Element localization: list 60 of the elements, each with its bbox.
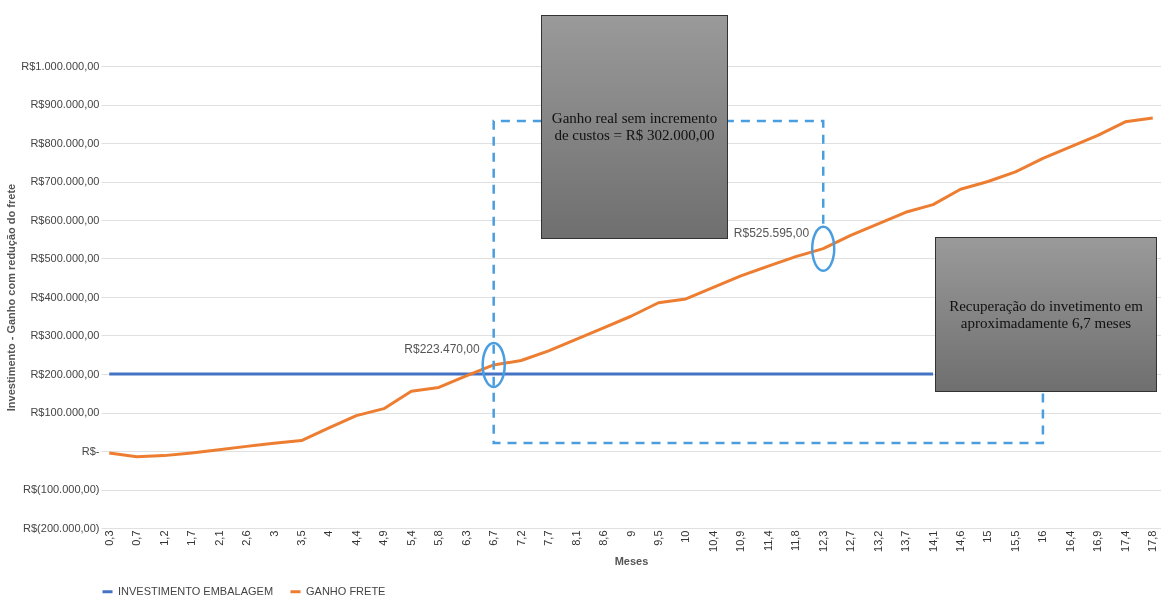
y-tick-label: R$900.000,00 [30, 98, 100, 110]
x-tick-label: 3,5 [294, 530, 307, 546]
x-axis-title: Meses [614, 554, 649, 567]
x-tick-label: 11,4 [761, 530, 774, 552]
y-tick-label: R$500.000,00 [30, 252, 100, 264]
data-label: R$525.595,00 [733, 225, 810, 240]
x-tick-label: 6,7 [487, 530, 500, 546]
y-tick-label: R$800.000,00 [30, 136, 100, 149]
legend-label: INVESTIMENTO EMBALAGEM [118, 584, 274, 597]
x-tick-label: 1,2 [157, 530, 170, 546]
y-tick-label: R$300.000,00 [30, 329, 100, 341]
x-tick-label: 17,4 [1118, 530, 1131, 552]
x-tick-label: 16,4 [1063, 530, 1076, 552]
x-tick-label: 8,1 [569, 530, 582, 546]
x-tick-label: 13,2 [871, 530, 884, 552]
data-label: R$223.470,00 [404, 341, 481, 356]
y-tick-label: R$400.000,00 [30, 290, 100, 303]
x-tick-label: 14,6 [954, 530, 967, 552]
x-tick-label: 8,6 [597, 530, 610, 546]
x-tick-label: 3 [267, 530, 280, 537]
x-tick-label: 14,1 [926, 530, 939, 552]
x-tick-label: 11,8 [789, 530, 802, 552]
x-tick-label: 12,3 [816, 530, 829, 552]
x-tick-label: 0,7 [130, 530, 143, 546]
x-tick-label: 9 [624, 530, 637, 537]
y-tick-label: R$200.000,00 [30, 367, 100, 380]
callout-box: Ganho real sem incremento de custos = R$ 302.000,00 [541, 15, 728, 239]
x-tick-label: 7,2 [514, 530, 527, 546]
x-tick-label: 6,3 [459, 530, 472, 546]
x-tick-label: 4 [322, 530, 335, 537]
y-tick-label: R$- [81, 444, 100, 457]
x-tick-label: 10 [679, 530, 692, 543]
x-tick-label: 9,5 [651, 530, 664, 546]
x-tick-label: 10,4 [706, 530, 719, 552]
x-tick-label: 4,9 [377, 530, 390, 546]
x-tick-label: 16,9 [1091, 530, 1104, 552]
x-tick-label: 5,8 [432, 530, 445, 546]
x-tick-label: 1,7 [185, 530, 198, 546]
x-tick-label: 5,4 [404, 530, 417, 546]
x-tick-label: 15 [981, 530, 994, 543]
y-tick-label: R$700.000,00 [30, 175, 100, 187]
x-tick-label: 17,8 [1146, 530, 1159, 552]
x-tick-label: 16 [1036, 530, 1049, 543]
y-tick-label: R$100.000,00 [30, 406, 100, 418]
x-tick-label: 2,6 [240, 530, 253, 546]
x-tick-label: 4,4 [349, 530, 362, 546]
x-tick-label: 13,7 [899, 530, 912, 552]
x-tick-label: 10,9 [734, 530, 747, 552]
callout-box: Recuperação do invetimento em aproximadamente 6,7 meses [935, 237, 1157, 392]
x-tick-label: 7,7 [542, 530, 555, 546]
y-tick-label: R$(100.000,00) [23, 483, 100, 495]
legend-label: GANHO FRETE [306, 584, 386, 597]
y-tick-label: R$600.000,00 [30, 213, 100, 226]
x-tick-label: 15,5 [1008, 530, 1021, 552]
y-tick-label: R$(200.000,00) [23, 521, 100, 534]
x-tick-label: 0,3 [102, 530, 115, 546]
y-axis-title: Investimento - Ganho com redução do frete [5, 183, 18, 412]
x-tick-label: 12,7 [844, 530, 857, 552]
y-tick-label: R$1.000.000,00 [21, 59, 100, 72]
x-tick-label: 2,1 [212, 530, 225, 546]
